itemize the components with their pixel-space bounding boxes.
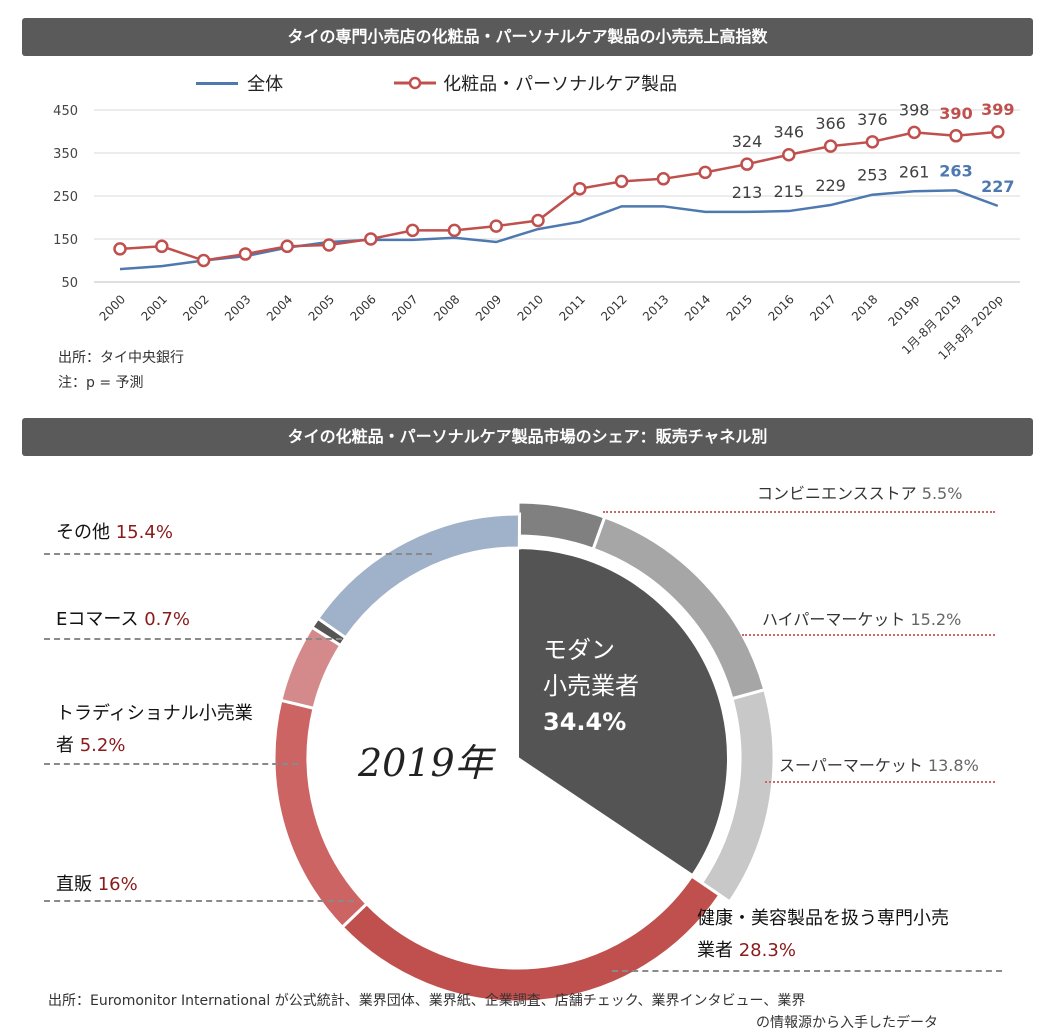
label-ecommerce-name: Eコマース [56, 609, 139, 630]
data-label-cosmetics: 324 [732, 132, 763, 151]
series-cosmetics-point [322, 238, 336, 252]
label-others-pct: 15.4% [115, 522, 173, 543]
data-label-cosmetics: 398 [899, 100, 930, 119]
label-others-name: その他 [56, 522, 110, 543]
series-cosmetics-point [489, 219, 503, 233]
label-ecommerce: Eコマース 0.7% [56, 605, 190, 631]
donut-slice [272, 698, 369, 930]
label-specialty-name: 健康・美容製品を扱う専門小売業者 [697, 908, 949, 961]
series-cosmetics-point [531, 213, 545, 228]
series-cosmetics-point [740, 157, 754, 171]
y-tick-label: 150 [53, 233, 78, 248]
series-cosmetics-point [949, 129, 963, 143]
label-super-pct: 13.8% [927, 756, 979, 775]
series-cosmetics-point [280, 239, 294, 254]
label-convenience-pct: 5.5% [921, 484, 963, 503]
data-label-total: 261 [899, 162, 930, 181]
leader-convenience [603, 511, 995, 513]
data-label-cosmetics: 366 [815, 114, 846, 133]
legend-total-swatch [196, 81, 238, 85]
modern-label-line1: モダン [543, 636, 615, 664]
data-label-total: 227 [981, 177, 1014, 196]
label-traditional-name: トラディショナル小売業者 [56, 703, 253, 756]
data-label-total: 213 [732, 183, 763, 202]
label-direct: 直販 16% [56, 870, 138, 896]
leader-ecommerce [44, 638, 342, 640]
legend-total-label: 全体 [247, 74, 284, 95]
series-cosmetics-point [238, 247, 253, 261]
series-cosmetics-point [364, 232, 378, 246]
series-cosmetics-point [155, 239, 169, 254]
modern-label: モダン 小売業者 34.4% [543, 632, 639, 740]
leader-super [765, 781, 995, 783]
y-tick-label: 250 [53, 190, 78, 205]
series-cosmetics-point [447, 223, 462, 238]
bottom-source-line2: の情報源から入手したデータ [756, 1015, 938, 1031]
label-super: スーパーマーケット 13.8% [779, 752, 979, 776]
donut-slice [516, 500, 607, 552]
label-direct-pct: 16% [97, 874, 138, 895]
series-cosmetics-point [782, 147, 796, 162]
label-traditional-pct: 5.2% [79, 735, 126, 756]
data-label-cosmetics: 399 [981, 100, 1014, 119]
leader-hyper [742, 634, 995, 636]
leader-direct [44, 900, 354, 902]
data-label-total: 263 [939, 161, 972, 180]
data-label-cosmetics: 376 [857, 110, 888, 129]
data-label-total: 253 [857, 166, 888, 185]
leader-specialty [612, 970, 1002, 972]
series-cosmetics-point [698, 165, 712, 180]
label-specialty-pct: 28.3% [738, 940, 796, 961]
label-hyper: ハイパーマーケット 15.2% [762, 606, 961, 630]
series-cosmetics-point [991, 125, 1005, 139]
label-ecommerce-pct: 0.7% [144, 609, 190, 630]
line-chart-title: タイの専門小売店の化粧品・パーソナルケア製品の小売売上高指数 [22, 18, 1033, 56]
donut-slice [340, 873, 722, 1004]
modern-pct: 34.4% [543, 708, 627, 736]
label-super-name: スーパーマーケット [779, 756, 923, 775]
label-convenience: コンビニエンスストア 5.5% [757, 480, 962, 504]
modern-label-line2: 小売業者 [543, 672, 639, 700]
y-tick-label: 450 [53, 104, 78, 119]
label-direct-name: 直販 [56, 874, 92, 895]
data-label-total: 229 [815, 176, 846, 195]
line-note: 注：p = 予測 [58, 375, 144, 391]
series-cosmetics-point [907, 125, 921, 140]
data-label-cosmetics: 390 [939, 104, 972, 123]
leader-others [44, 553, 432, 555]
label-specialty: 健康・美容製品を扱う専門小売業者 28.3% [697, 903, 957, 967]
donut-slice [315, 512, 522, 640]
legend-cosmetics: 化粧品・パーソナルケア製品 [392, 70, 677, 96]
series-cosmetics-point [573, 181, 587, 196]
legend: 全体 [196, 70, 283, 96]
line-source: 出所：タイ中央銀行 [58, 350, 184, 366]
leader-traditional [44, 763, 298, 765]
bottom-source-line1: 出所：Euromonitor International が公式統計、業界団体、… [48, 993, 806, 1009]
data-label-cosmetics: 346 [774, 123, 805, 142]
series-cosmetics-point [823, 139, 838, 153]
donut-center-label: 2019年 [358, 741, 493, 785]
label-convenience-name: コンビニエンスストア [757, 484, 917, 503]
series-cosmetics-point [196, 253, 211, 268]
series-cosmetics-line [119, 130, 998, 262]
series-cosmetics-point [865, 135, 880, 149]
y-tick-label: 350 [53, 147, 78, 162]
y-tick-label: 50 [61, 276, 78, 291]
donut-inner-modern [517, 546, 729, 877]
series-cosmetics-point [614, 174, 629, 189]
legend-cosmetics-swatch [394, 76, 436, 90]
data-label-total: 215 [774, 182, 805, 201]
series-total-line [119, 189, 999, 271]
label-others: その他 15.4% [56, 518, 173, 544]
series-cosmetics-point [656, 172, 671, 186]
donut-chart-title: タイの化粧品・パーソナルケア製品市場のシェア：販売チャネル別 [22, 418, 1033, 456]
label-hyper-pct: 15.2% [910, 610, 962, 629]
legend-cosmetics-label: 化粧品・パーソナルケア製品 [443, 74, 678, 95]
series-cosmetics-point [405, 223, 420, 238]
series-cosmetics-point [113, 242, 127, 256]
label-hyper-name: ハイパーマーケット [762, 610, 906, 629]
label-traditional: トラディショナル小売業者 5.2% [56, 698, 256, 762]
